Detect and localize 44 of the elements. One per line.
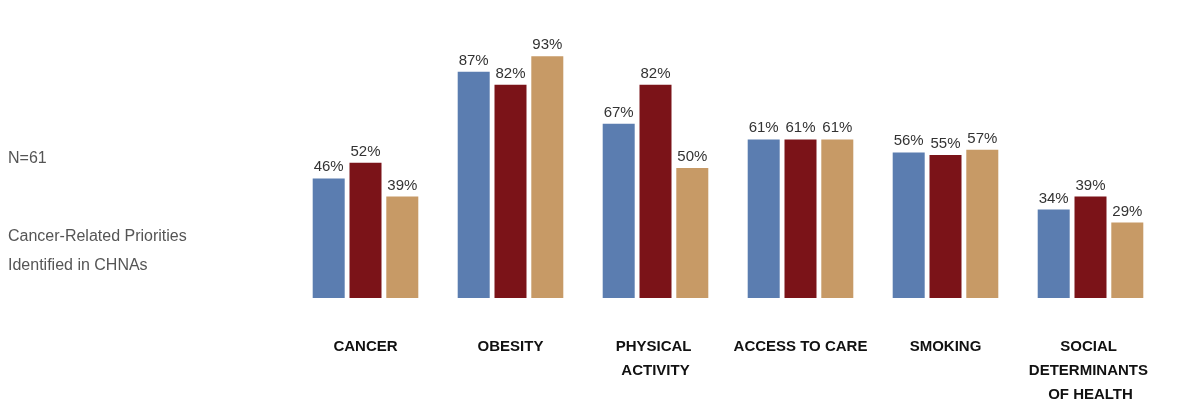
data-label: 87% xyxy=(458,50,489,68)
data-label: 52% xyxy=(350,141,381,159)
data-label: 56% xyxy=(893,131,924,149)
data-label: 50% xyxy=(677,147,708,164)
bar xyxy=(747,139,780,298)
bar xyxy=(966,149,999,298)
bar xyxy=(312,178,345,298)
bar xyxy=(531,56,564,298)
data-label: 39% xyxy=(387,175,418,193)
data-label: 67% xyxy=(603,102,634,120)
bar xyxy=(602,123,635,298)
bar xyxy=(1111,222,1144,298)
data-label: 61% xyxy=(822,118,853,136)
data-label: 82% xyxy=(640,63,671,81)
data-label: 29% xyxy=(1112,201,1143,219)
x-tick-label: SMOKING xyxy=(909,336,982,354)
bar xyxy=(784,139,817,298)
bar xyxy=(639,84,672,298)
x-tick-label: OBESITY xyxy=(477,336,544,354)
bar xyxy=(494,84,527,298)
bar xyxy=(457,71,490,298)
data-label: 61% xyxy=(785,118,816,136)
x-tick-label: SOCIAL DETERMINANTS OF HEALTH xyxy=(1028,336,1153,402)
bar xyxy=(821,139,854,298)
x-tick-label: ACCESS TO CARE xyxy=(733,336,868,354)
bar xyxy=(1074,196,1107,298)
data-label: 82% xyxy=(495,63,526,81)
data-label: 39% xyxy=(1075,175,1106,193)
text: Cancer-Related Priorities Identified in CHNAs xyxy=(8,227,192,273)
data-label: 57% xyxy=(967,128,998,146)
bar xyxy=(386,196,419,298)
text: N=61 xyxy=(8,149,47,166)
bar xyxy=(349,162,382,298)
data-label: 93% xyxy=(532,35,563,53)
bar xyxy=(1037,209,1070,298)
data-label: 55% xyxy=(930,134,961,151)
bar xyxy=(929,155,962,298)
bar xyxy=(676,168,709,298)
data-label: 61% xyxy=(748,118,779,136)
x-tick-label: PHYSICAL ACTIVITY xyxy=(615,336,696,378)
x-tick-label: CANCER xyxy=(333,336,398,354)
data-label: 34% xyxy=(1038,188,1069,206)
data-label: 46% xyxy=(313,157,344,175)
bar xyxy=(892,152,925,298)
